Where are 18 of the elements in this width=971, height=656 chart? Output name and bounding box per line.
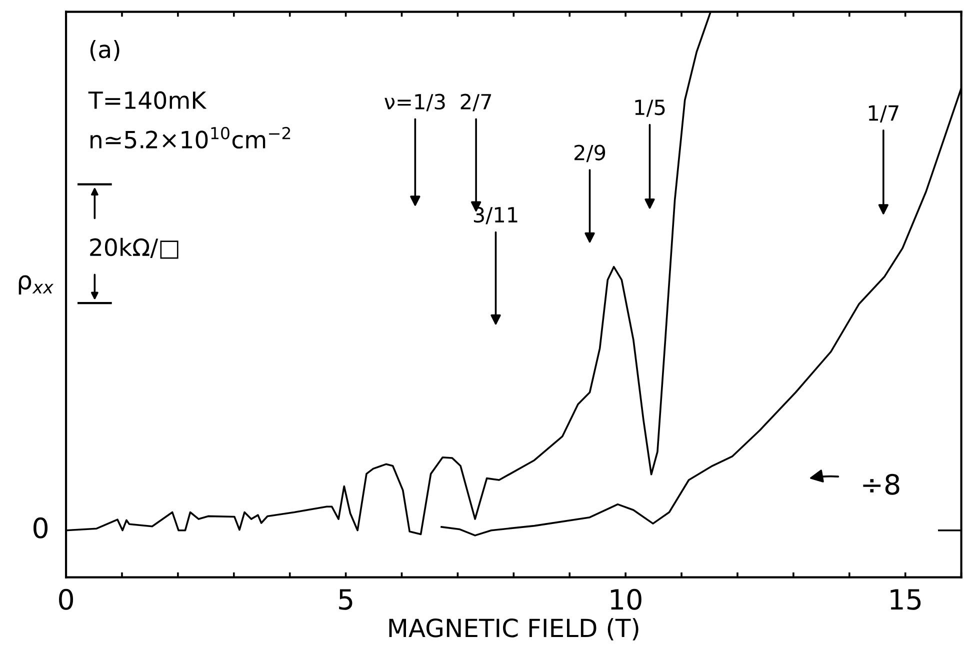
- annotation: 1/7: [868, 105, 898, 123]
- text: 0: [34, 517, 48, 538]
- y-axis-title: ρ$_{xx}$: [18, 275, 54, 294]
- x-tick-label: 5: [339, 589, 352, 610]
- x-tick-label: 15: [890, 589, 921, 610]
- annotation: (a): [90, 40, 120, 62]
- annotation: ν=1/3: [384, 94, 445, 112]
- annotation: 3/11: [474, 206, 518, 224]
- annotation: ÷8: [863, 474, 900, 495]
- annotation: 20kΩ/□: [90, 238, 178, 259]
- annotation: 2/7: [460, 94, 492, 112]
- x-axis-title: MAGNETIC FIELD (T): [389, 618, 638, 640]
- annotation: 1/5: [635, 100, 665, 117]
- annotation: n≃5.2×10$^{10}$cm$^{−2}$: [90, 126, 290, 149]
- x-tick-label: 0: [59, 588, 74, 610]
- x-tick-label: 10: [610, 588, 642, 610]
- annotation: 2/9: [574, 144, 606, 162]
- annotation: T=140mK: [88, 91, 207, 110]
